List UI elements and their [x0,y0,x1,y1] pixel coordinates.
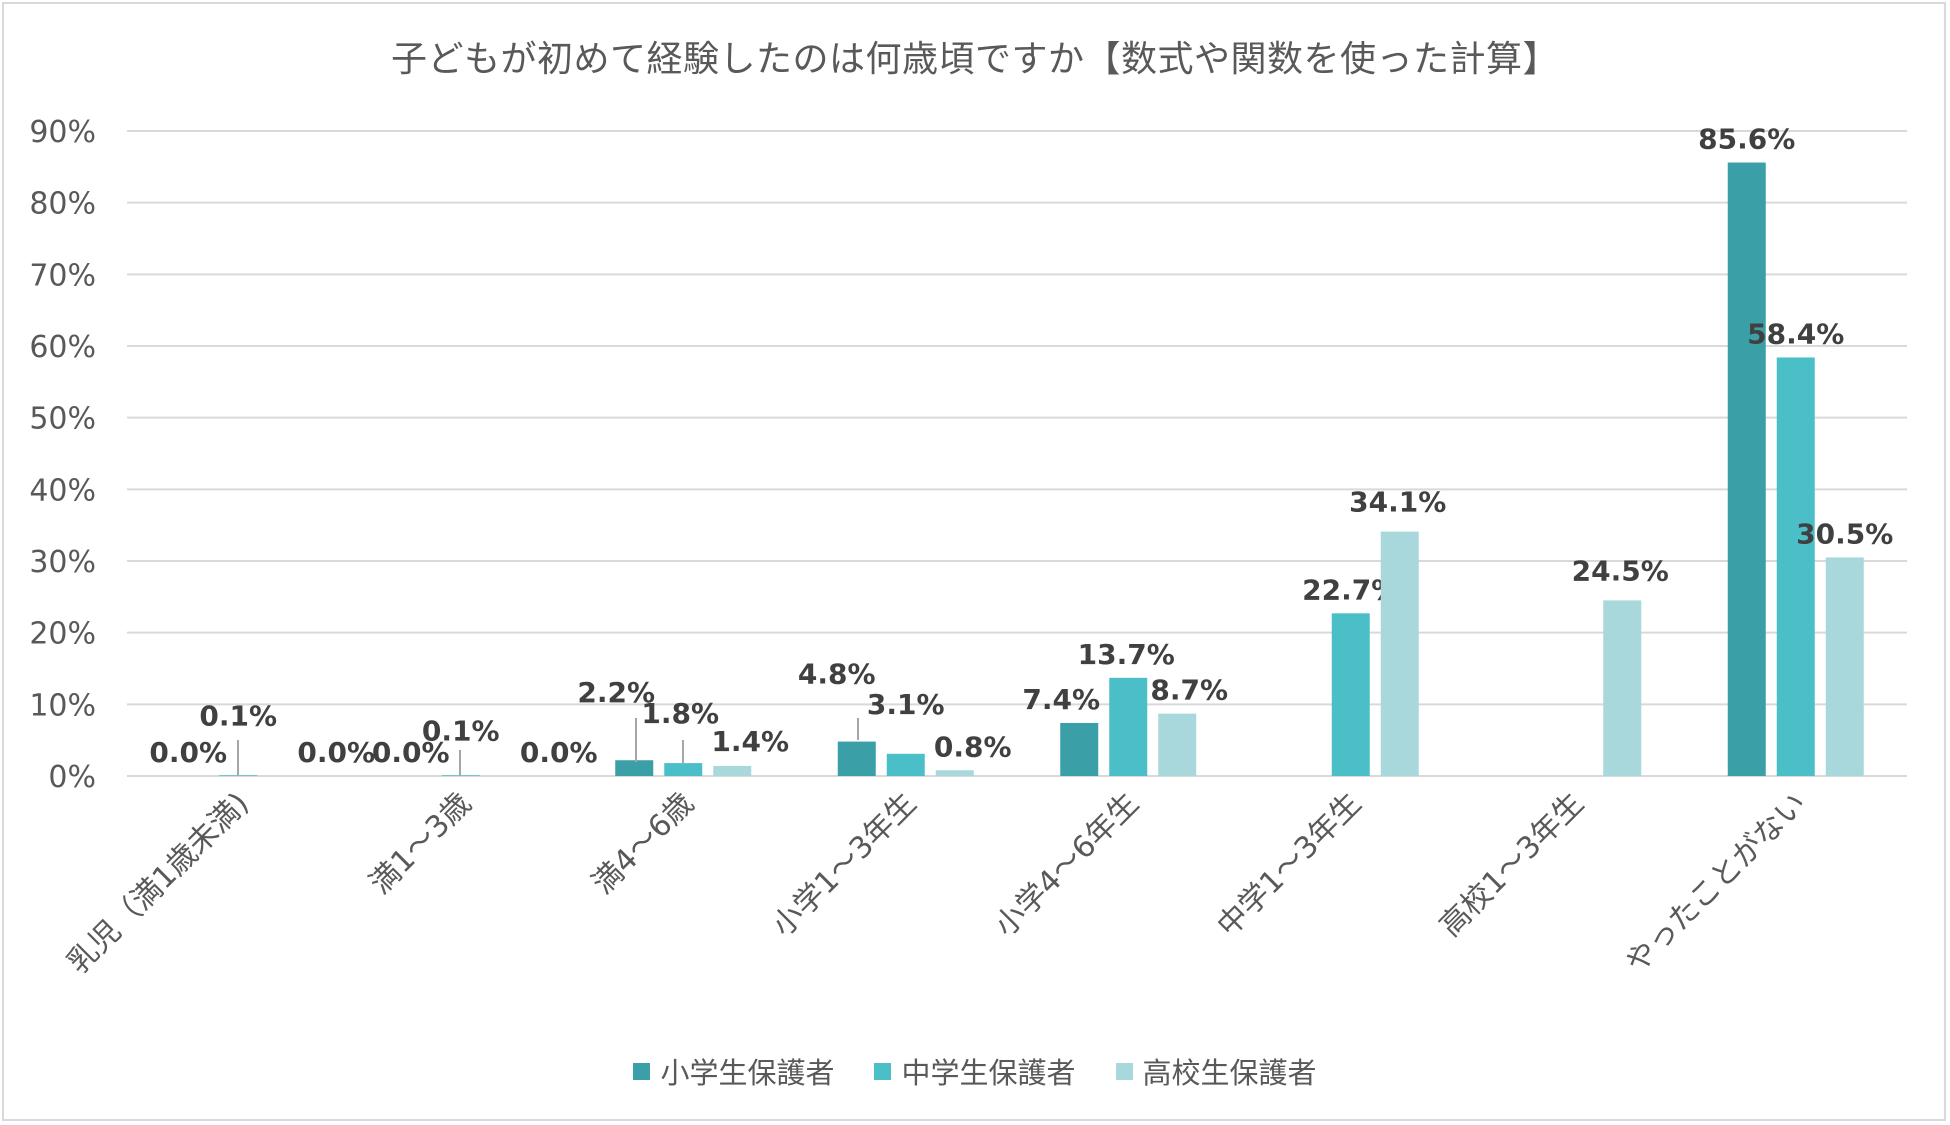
legend-item-elementary: 小学生保護者 [633,1050,834,1092]
data-label: 8.7% [1150,674,1228,707]
data-label: 4.8% [798,658,876,691]
data-label: 3.1% [867,688,945,721]
data-label: 0.1% [422,714,500,747]
data-label: 1.4% [711,725,789,758]
x-tick-label: 小学4～6年生 [988,786,1146,944]
y-tick-label: 30% [29,545,96,580]
x-tick-label: 満1～3歳 [363,786,478,901]
bar [1158,714,1196,776]
legend: 小学生保護者 中学生保護者 高校生保護者 [0,1050,1950,1092]
bar [1603,600,1641,776]
y-tick-label: 50% [29,402,96,437]
bar [887,754,925,776]
bar [1332,613,1370,776]
y-tick-label: 80% [29,187,96,222]
data-label: 0.0% [520,736,598,769]
x-tick-label: 高校1～3年生 [1433,786,1591,944]
data-label: 7.4% [1022,683,1100,716]
data-label: 30.5% [1796,517,1893,550]
legend-label-high-school: 高校生保護者 [1143,1050,1317,1092]
bar [838,742,876,776]
data-label: 0.8% [934,730,1012,763]
bar [615,760,653,776]
bar [713,766,751,776]
y-tick-label: 20% [29,617,96,652]
data-label: 0.0% [149,736,227,769]
bar [1826,557,1864,776]
x-tick-label: 満4～6歳 [586,786,701,901]
data-label: 13.7% [1078,638,1175,671]
bar [1109,678,1147,776]
data-label: 0.0% [297,736,375,769]
x-tick-label: 小学1～3年生 [766,786,924,944]
legend-item-junior-high: 中学生保護者 [874,1050,1075,1092]
x-tick-label: 中学1～3年生 [1211,786,1369,944]
y-tick-label: 10% [29,688,96,723]
data-label: 85.6% [1698,123,1795,156]
bar [936,770,974,776]
bar [1381,532,1419,776]
bar [1060,723,1098,776]
y-tick-label: 0% [48,760,96,795]
y-tick-label: 60% [29,330,96,365]
y-tick-label: 70% [29,258,96,293]
bar [1777,357,1815,776]
data-label: 34.1% [1349,486,1446,519]
legend-swatch-elementary [633,1063,650,1080]
data-label: 58.4% [1747,317,1844,350]
x-tick-label: 乳児（満1歳未満) [61,786,256,981]
legend-swatch-junior-high [874,1063,891,1080]
data-label: 0.1% [199,699,277,732]
bar [1728,163,1766,776]
data-label: 24.5% [1572,554,1669,587]
bar [664,763,702,776]
legend-swatch-high-school [1116,1063,1133,1080]
legend-label-junior-high: 中学生保護者 [901,1050,1075,1092]
legend-item-high-school: 高校生保護者 [1116,1050,1317,1092]
y-tick-label: 90% [29,115,96,150]
legend-label-elementary: 小学生保護者 [660,1050,834,1092]
x-tick-label: やったことがない [1619,786,1813,980]
y-tick-label: 40% [29,473,96,508]
data-label: 1.8% [641,697,719,730]
